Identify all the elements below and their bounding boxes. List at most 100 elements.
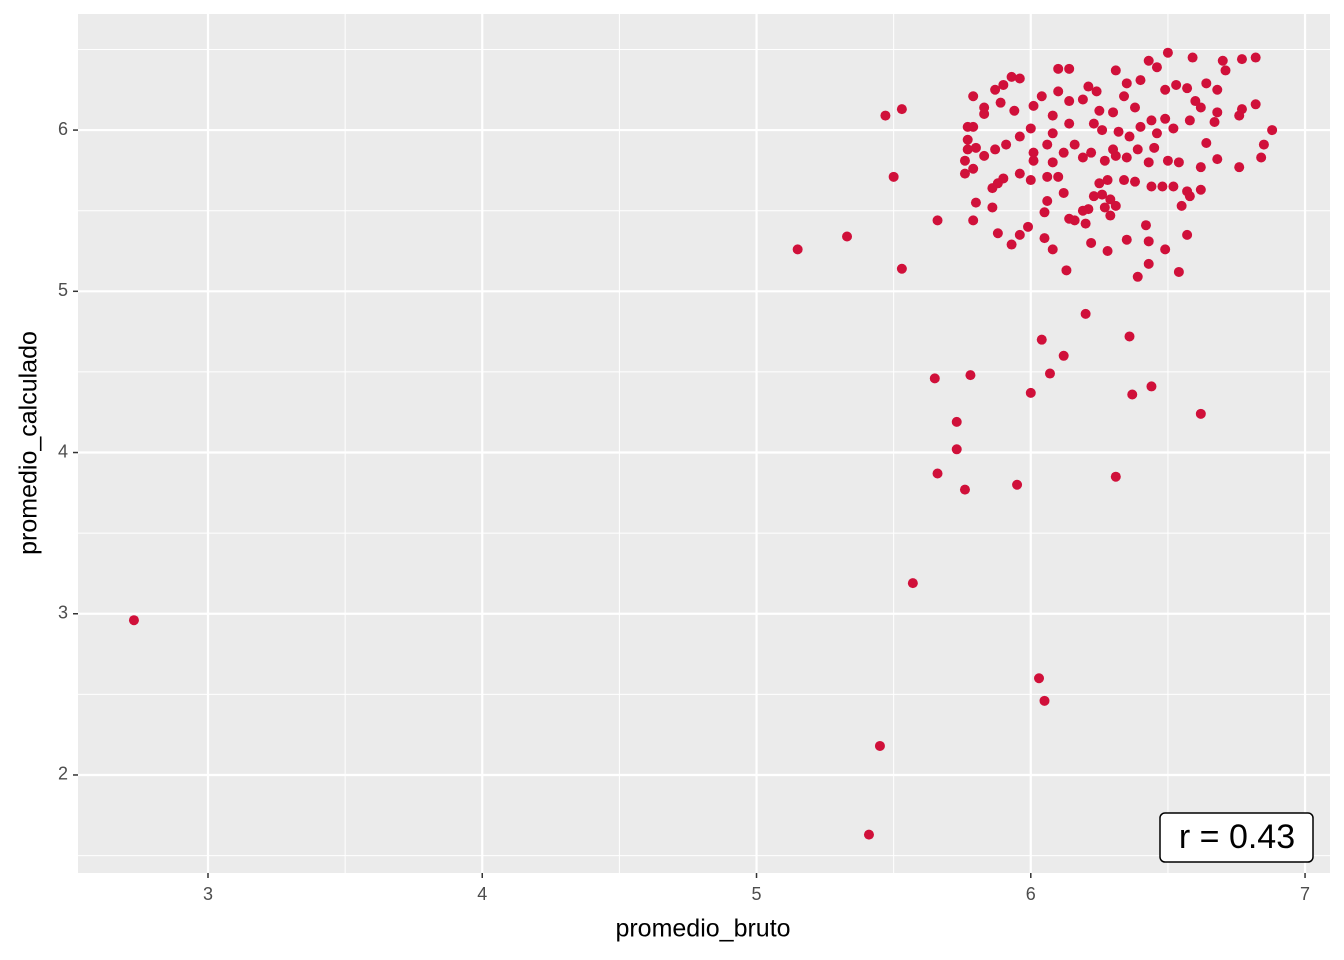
point [1195, 408, 1206, 419]
point [1135, 121, 1146, 132]
point [1168, 181, 1179, 192]
point [1168, 123, 1179, 134]
point [1047, 110, 1058, 121]
point [1006, 71, 1017, 82]
point [1094, 105, 1105, 116]
point [1102, 175, 1113, 186]
point [896, 104, 907, 115]
point [1028, 100, 1039, 111]
point [1201, 137, 1212, 148]
point [1039, 695, 1050, 706]
point [1042, 196, 1053, 207]
point [1064, 96, 1075, 107]
point [1080, 308, 1091, 319]
axes: 3 4 5 6 7 2 3 4 5 6 [58, 119, 1310, 904]
point [1053, 63, 1064, 74]
point [1099, 202, 1110, 213]
point [1250, 99, 1261, 110]
point [1108, 107, 1119, 118]
point [1184, 191, 1195, 202]
point [1036, 334, 1047, 345]
point [1080, 218, 1091, 229]
point [1119, 91, 1130, 102]
point [959, 168, 970, 179]
point [990, 144, 1001, 155]
point [1160, 244, 1171, 255]
point [995, 97, 1006, 108]
point [1143, 157, 1154, 168]
point [1006, 239, 1017, 250]
point [1267, 125, 1278, 136]
panel [78, 14, 1330, 873]
point [1157, 181, 1168, 192]
point [1132, 144, 1143, 155]
point [1025, 387, 1036, 398]
point [1009, 105, 1020, 116]
point [1102, 245, 1113, 256]
x-axis-title: promedio_bruto [615, 915, 790, 943]
point [1023, 221, 1034, 232]
point [1212, 107, 1223, 118]
point [1130, 102, 1141, 113]
point [1212, 84, 1223, 95]
point [1127, 389, 1138, 400]
point [1220, 65, 1231, 76]
point [1195, 184, 1206, 195]
point [128, 615, 139, 626]
point [1099, 155, 1110, 166]
grid [78, 14, 1330, 873]
point [1258, 139, 1269, 150]
point [1162, 47, 1173, 58]
point [1130, 176, 1141, 187]
point [1110, 471, 1121, 482]
point [968, 215, 979, 226]
y-tick-label: 2 [58, 764, 68, 784]
point [1184, 115, 1195, 126]
point [1047, 157, 1058, 168]
point [1140, 220, 1151, 231]
point [1121, 152, 1132, 163]
point [970, 197, 981, 208]
point [1091, 86, 1102, 97]
point [1234, 110, 1245, 121]
x-tick-label: 4 [477, 884, 487, 904]
point [1217, 55, 1228, 66]
point [1039, 207, 1050, 218]
point [1212, 154, 1223, 165]
y-tick-label: 4 [58, 441, 68, 461]
point [998, 79, 1009, 90]
point [1014, 229, 1025, 240]
point [880, 110, 891, 121]
point [1187, 52, 1198, 63]
point [1182, 229, 1193, 240]
point [1083, 81, 1094, 92]
point [896, 263, 907, 274]
point [987, 183, 998, 194]
point [1195, 102, 1206, 113]
point [863, 829, 874, 840]
x-tick-label: 3 [203, 884, 213, 904]
point [1195, 162, 1206, 173]
point [929, 373, 940, 384]
point [959, 484, 970, 495]
point [1053, 171, 1064, 182]
point [1160, 84, 1171, 95]
point [959, 155, 970, 166]
point [1171, 79, 1182, 90]
point [874, 740, 885, 751]
y-axis-title: promedio_calculado [15, 331, 43, 555]
point [968, 91, 979, 102]
point [1053, 86, 1064, 97]
point [1121, 78, 1132, 89]
point [1064, 118, 1075, 129]
point [1039, 233, 1050, 244]
point [907, 578, 918, 589]
point [1176, 200, 1187, 211]
y-tick-label: 5 [58, 280, 68, 300]
point [1151, 62, 1162, 73]
point [1047, 128, 1058, 139]
point [1143, 236, 1154, 247]
point [1064, 63, 1075, 74]
point [951, 444, 962, 455]
